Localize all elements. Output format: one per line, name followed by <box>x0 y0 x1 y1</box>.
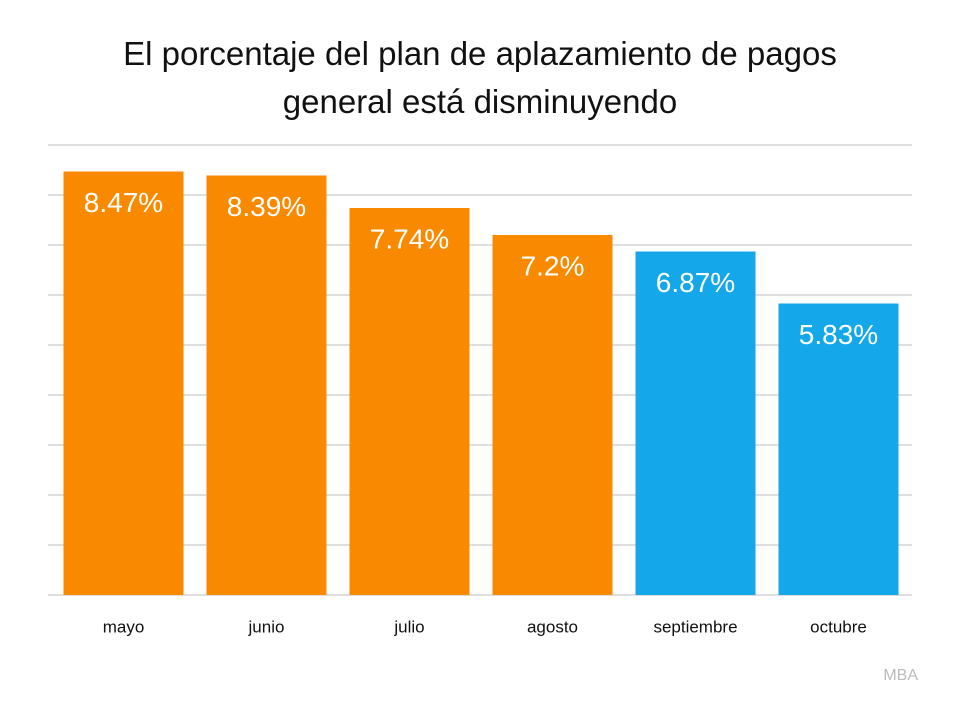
bar <box>635 251 756 595</box>
x-tick-label: mayo <box>103 617 145 636</box>
value-label: 7.74% <box>370 223 449 254</box>
bar <box>778 303 899 595</box>
x-tick-label: septiembre <box>653 617 737 636</box>
bar <box>492 235 613 595</box>
value-label: 8.47% <box>84 187 163 218</box>
bar <box>63 171 184 595</box>
source: MBA <box>883 667 918 684</box>
chart-title: El porcentaje del plan de aplazamiento d… <box>123 35 837 120</box>
value-label: 6.87% <box>656 267 735 298</box>
bar <box>349 208 470 595</box>
x-tick-label: agosto <box>527 617 578 636</box>
x-tick-label: octubre <box>810 617 867 636</box>
value-label: 8.39% <box>227 191 306 222</box>
value-label: 7.2% <box>521 250 585 281</box>
value-label: 5.83% <box>799 319 878 350</box>
bar <box>206 175 327 595</box>
x-tick-label: junio <box>248 617 285 636</box>
x-tick-label: julio <box>393 617 424 636</box>
